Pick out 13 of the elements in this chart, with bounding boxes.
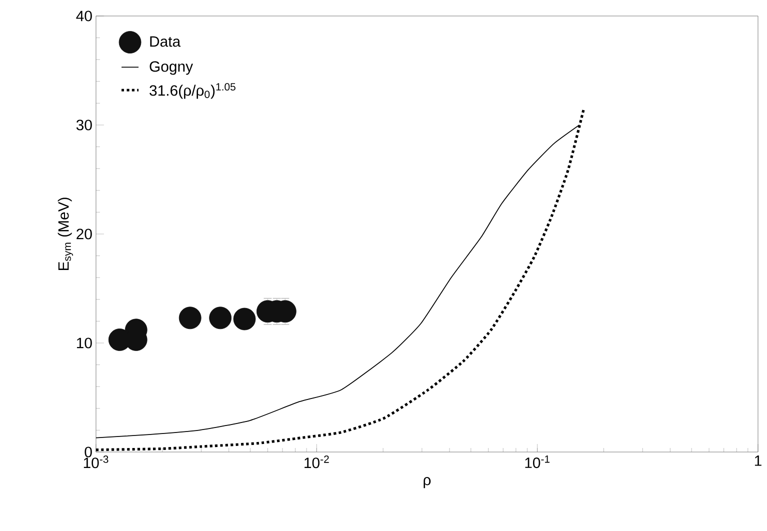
y-tick-label: 20 xyxy=(76,228,92,240)
x-tick-label: 10$^{-1}$ xyxy=(525,456,550,468)
x-axis-title: ρ xyxy=(424,477,431,488)
x-tick-label: 10$^{-2}$ xyxy=(304,456,329,468)
legend-label: Gogny xyxy=(150,61,193,75)
legend-label: Data xyxy=(150,36,181,47)
legend-label: 31.6(ρ/ρ$_{0}$)$^{1.05}$ xyxy=(150,83,236,99)
y-tick-label: 10 xyxy=(76,338,92,348)
y-tick-label: 30 xyxy=(76,120,92,130)
y-axis-title: E$_{sym}$ (MeV) xyxy=(58,198,74,270)
x-tick-label: 1 xyxy=(754,456,762,466)
y-tick-label: 40 xyxy=(76,10,92,22)
y-tick-label: 0 xyxy=(84,446,92,458)
